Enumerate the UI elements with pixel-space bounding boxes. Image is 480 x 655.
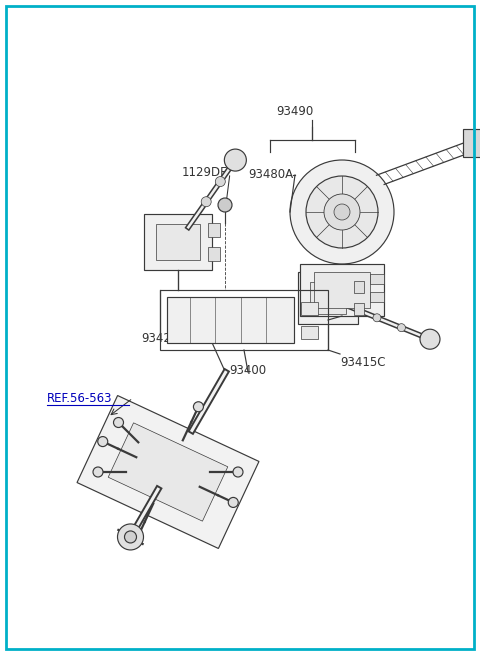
Circle shape xyxy=(193,402,204,412)
Bar xyxy=(354,303,364,315)
Bar xyxy=(463,129,480,157)
Circle shape xyxy=(397,324,406,331)
Text: 93490: 93490 xyxy=(276,105,313,118)
Bar xyxy=(370,292,384,302)
Bar xyxy=(370,274,384,284)
Polygon shape xyxy=(314,272,370,308)
Polygon shape xyxy=(300,264,384,316)
Bar xyxy=(208,247,220,261)
Circle shape xyxy=(373,314,381,322)
Circle shape xyxy=(324,194,360,230)
Text: 93415C: 93415C xyxy=(340,356,385,369)
Text: 93480A: 93480A xyxy=(248,168,293,181)
Bar xyxy=(354,281,364,293)
Circle shape xyxy=(124,531,136,543)
Bar xyxy=(208,223,220,237)
Circle shape xyxy=(233,467,243,477)
Polygon shape xyxy=(156,224,200,260)
Circle shape xyxy=(201,196,211,207)
Circle shape xyxy=(228,497,238,508)
Circle shape xyxy=(218,198,232,212)
Circle shape xyxy=(334,204,350,220)
Bar xyxy=(160,290,328,350)
Text: 93400: 93400 xyxy=(229,364,266,377)
Circle shape xyxy=(224,149,246,171)
Circle shape xyxy=(132,533,143,542)
Polygon shape xyxy=(167,297,294,343)
Circle shape xyxy=(306,176,378,248)
Circle shape xyxy=(98,437,108,447)
Polygon shape xyxy=(298,272,358,324)
Circle shape xyxy=(93,467,103,477)
Polygon shape xyxy=(77,396,259,548)
Circle shape xyxy=(113,417,123,428)
Polygon shape xyxy=(310,282,346,314)
Bar xyxy=(301,302,318,315)
Polygon shape xyxy=(108,423,228,521)
Polygon shape xyxy=(144,214,212,270)
Circle shape xyxy=(290,160,394,264)
Text: REF.56-563: REF.56-563 xyxy=(47,392,112,405)
Text: 1129DE: 1129DE xyxy=(182,166,228,179)
Bar xyxy=(301,326,318,339)
Text: 93420: 93420 xyxy=(142,332,179,345)
Circle shape xyxy=(420,329,440,349)
Circle shape xyxy=(118,524,144,550)
Circle shape xyxy=(216,177,225,187)
